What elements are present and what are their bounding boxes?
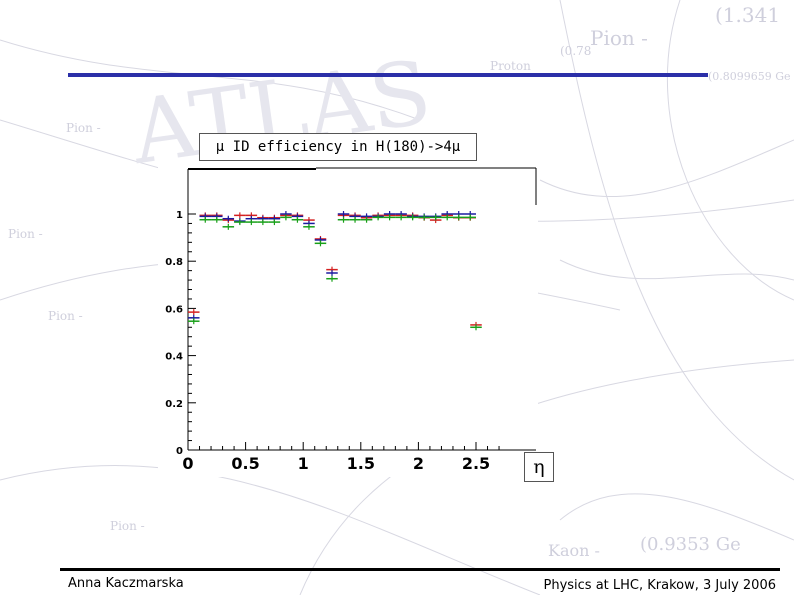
data-point: [326, 270, 338, 276]
data-point: [464, 214, 476, 221]
x-axis-ticks: 0 0.5 1 1.5 2 2.5: [182, 442, 500, 473]
data-point: [268, 219, 281, 226]
data-point: [360, 216, 373, 223]
data-point: [337, 216, 350, 223]
data-point: [234, 219, 246, 226]
data-point: [337, 211, 350, 217]
data-points: [188, 211, 482, 331]
bg-label-5: Pion -: [66, 121, 101, 135]
x-axis-label: η: [524, 452, 554, 482]
bg-label-1: Pion -: [590, 26, 648, 50]
data-point: [429, 214, 442, 221]
title-rule: [68, 73, 708, 77]
data-point: [395, 214, 407, 221]
data-point: [406, 214, 419, 221]
data-point: [211, 216, 223, 223]
y-tick-label: 0.8: [165, 257, 183, 268]
y-tick-label: 0.4: [165, 352, 183, 363]
y-tick-label: 0.6: [165, 304, 183, 315]
data-point: [470, 324, 482, 331]
data-point: [222, 223, 235, 230]
data-point: [291, 216, 304, 223]
x-tick-label: 2: [413, 454, 424, 473]
data-point: [188, 318, 200, 325]
plot-background: [158, 162, 538, 477]
data-point: [199, 216, 212, 223]
bg-label-9: Kaon -: [548, 541, 600, 560]
bg-label-8: Pion -: [110, 519, 145, 533]
bg-label-11: (0.8099659 Ge: [708, 70, 791, 83]
data-point: [383, 214, 396, 221]
data-point: [234, 212, 246, 219]
x-tick-label: 0: [182, 454, 193, 473]
x-tick-label: 1.5: [347, 454, 375, 473]
y-tick-label: 0: [176, 446, 183, 457]
y-axis-ticks: 0 0.2 0.4 0.6 0.8 1: [165, 210, 196, 457]
data-point: [257, 219, 269, 226]
footer-event: Physics at LHC, Krakow, 3 July 2006: [543, 578, 776, 593]
data-point: [349, 216, 361, 223]
bg-label-6: Pion -: [8, 227, 43, 241]
bg-label-7: Pion -: [48, 309, 83, 323]
data-point: [441, 214, 453, 221]
data-point: [326, 275, 338, 282]
y-tick-label: 0.2: [165, 399, 183, 410]
data-point: [452, 214, 465, 221]
x-tick-label: 0.5: [231, 454, 259, 473]
data-point: [280, 214, 292, 221]
x-tick-label: 1: [298, 454, 309, 473]
y-tick-label: 1: [176, 210, 183, 221]
data-point: [222, 215, 235, 222]
bg-label-3: (0.78: [560, 44, 591, 58]
efficiency-plot: 0 0.2 0.4 0.6 0.8 1 0 0.5 1 1.5 2 2.5: [158, 162, 538, 477]
data-point: [372, 214, 384, 221]
bg-label-2: Proton: [490, 59, 531, 73]
data-point: [314, 240, 327, 247]
data-point: [303, 223, 315, 230]
footer-rule: [60, 568, 780, 571]
bg-label-4: (1.341: [715, 3, 780, 27]
chart-title: μ ID efficiency in H(180)->4μ: [199, 133, 477, 161]
x-tick-label: 2.5: [462, 454, 490, 473]
data-point: [245, 219, 258, 226]
bg-label-10: (0.9353 Ge: [640, 534, 741, 555]
footer-author: Anna Kaczmarska: [68, 576, 184, 591]
data-point: [418, 214, 430, 221]
data-point: [188, 309, 200, 316]
